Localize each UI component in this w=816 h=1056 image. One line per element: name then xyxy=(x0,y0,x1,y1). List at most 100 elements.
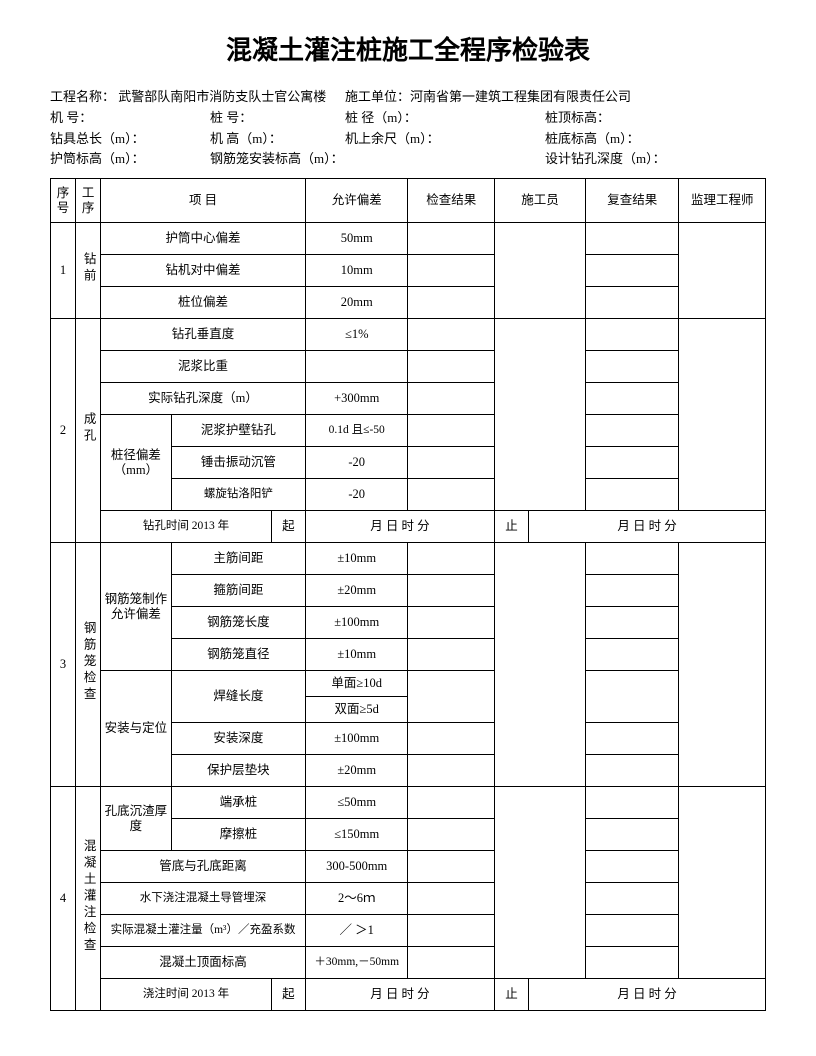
cell xyxy=(679,543,766,787)
cell xyxy=(408,851,495,883)
cell xyxy=(494,543,585,787)
s3-r7-tol: ±20mm xyxy=(306,755,408,787)
s1-r3-tol: 20mm xyxy=(306,287,408,319)
s3-r4-item: 钢筋笼直径 xyxy=(171,639,305,671)
s2-r4-item: 泥浆护壁钻孔 xyxy=(171,415,305,447)
hdr-item: 项 目 xyxy=(101,179,306,223)
cell xyxy=(408,947,495,979)
s4-time-mid2: 月 日 时 分 xyxy=(529,979,766,1011)
s2-r6-item: 螺旋钻洛阳铲 xyxy=(171,479,305,511)
meta-contractor: 施工单位：河南省第一建筑工程集团有限责任公司 xyxy=(345,87,631,108)
s4-time-label: 浇注时间 2013 年 xyxy=(101,979,272,1011)
s3-r5-tol2: 双面≥5d xyxy=(306,697,408,723)
s2-time-start: 起 xyxy=(271,511,305,543)
s3-r3-tol: ±100mm xyxy=(306,607,408,639)
cell xyxy=(408,723,495,755)
cell xyxy=(586,351,679,383)
cell xyxy=(408,819,495,851)
s4-name: 混凝土灌注检查 xyxy=(76,787,101,1011)
hdr-seq: 序号 xyxy=(51,179,76,223)
cell xyxy=(586,575,679,607)
s4-r3-item: 管底与孔底距离 xyxy=(101,851,306,883)
s3-r2-item: 箍筋间距 xyxy=(171,575,305,607)
cell xyxy=(586,543,679,575)
s4-r4-tol: 2～6ｍ xyxy=(306,883,408,915)
s3-r1-item: 主筋间距 xyxy=(171,543,305,575)
cell xyxy=(586,819,679,851)
s4-r2-tol: ≤150mm xyxy=(306,819,408,851)
s3-group1: 钢筋笼制作允许偏差 xyxy=(101,543,172,671)
meta-remain: 机上余尺（m）： xyxy=(345,129,545,150)
cell xyxy=(408,287,495,319)
cell xyxy=(586,915,679,947)
s2-r3-tol: +300mm xyxy=(306,383,408,415)
cell xyxy=(586,319,679,351)
s4-r4-item: 水下浇注混凝土导管埋深 xyxy=(101,883,306,915)
meta-casing-elev: 护筒标高（m）： xyxy=(50,149,210,170)
cell xyxy=(408,543,495,575)
s4-r1-tol: ≤50mm xyxy=(306,787,408,819)
cell xyxy=(494,787,585,979)
s4-r5-tol: ／ ＞1 xyxy=(306,915,408,947)
s4-group1: 孔底沉渣厚度 xyxy=(101,787,172,851)
s2-time-mid: 月 日 时 分 xyxy=(306,511,495,543)
s1-r2-item: 钻机对中偏差 xyxy=(101,255,306,287)
cell xyxy=(679,319,766,511)
cell xyxy=(408,223,495,255)
s2-num: 2 xyxy=(51,319,76,543)
s1-r3-item: 桩位偏差 xyxy=(101,287,306,319)
s3-r7-item: 保护层垫块 xyxy=(171,755,305,787)
cell xyxy=(408,415,495,447)
cell xyxy=(408,671,495,723)
cell xyxy=(586,255,679,287)
s4-r3-tol: 300-500mm xyxy=(306,851,408,883)
cell xyxy=(586,287,679,319)
cell xyxy=(408,383,495,415)
cell xyxy=(586,851,679,883)
s3-r2-tol: ±20mm xyxy=(306,575,408,607)
meta-cage-elev: 钢筋笼安装标高（m）： xyxy=(210,149,345,170)
cell xyxy=(586,883,679,915)
s3-num: 3 xyxy=(51,543,76,787)
cell xyxy=(408,607,495,639)
cell xyxy=(679,223,766,319)
cell xyxy=(586,639,679,671)
cell xyxy=(408,319,495,351)
cell xyxy=(408,255,495,287)
s3-group2: 安装与定位 xyxy=(101,671,172,787)
cell xyxy=(408,447,495,479)
cell xyxy=(679,787,766,979)
s4-r5-item: 实际混凝土灌注量（m³）／充盈系数 xyxy=(101,915,306,947)
meta-pile-bottom: 桩底标高（m）： xyxy=(545,129,640,150)
cell xyxy=(586,447,679,479)
hdr-supervisor: 监理工程师 xyxy=(679,179,766,223)
meta-pile-dia: 桩 径（m）： xyxy=(345,108,545,129)
cell xyxy=(586,671,679,723)
cell xyxy=(408,639,495,671)
s2-time-mid2: 月 日 时 分 xyxy=(529,511,766,543)
s1-r1-tol: 50mm xyxy=(306,223,408,255)
meta-pile-top: 桩顶标高： xyxy=(545,108,610,129)
cell xyxy=(408,575,495,607)
page-title: 混凝土灌注桩施工全程序检验表 xyxy=(50,30,766,67)
s3-r5-item: 焊缝长度 xyxy=(171,671,305,723)
s2-r6-tol: -20 xyxy=(306,479,408,511)
s2-r3-item: 实际钻孔深度（m） xyxy=(101,383,306,415)
cell xyxy=(586,787,679,819)
s2-r5-tol: -20 xyxy=(306,447,408,479)
s2-time-end: 止 xyxy=(494,511,528,543)
s3-name: 钢筋笼检查 xyxy=(76,543,101,787)
cell xyxy=(494,223,585,319)
s4-r6-tol: ＋30mm,－50mm xyxy=(306,947,408,979)
s4-r1-item: 端承桩 xyxy=(171,787,305,819)
s2-r2-item: 泥浆比重 xyxy=(101,351,306,383)
cell xyxy=(586,755,679,787)
s2-name: 成孔 xyxy=(76,319,101,543)
s2-r4-tol: 0.1d 且≤-50 xyxy=(306,415,408,447)
cell xyxy=(408,479,495,511)
cell xyxy=(408,915,495,947)
cell xyxy=(408,787,495,819)
meta-design-depth: 设计钻孔深度（m）： xyxy=(545,149,666,170)
s2-r1-tol: ≤1% xyxy=(306,319,408,351)
cell xyxy=(586,723,679,755)
